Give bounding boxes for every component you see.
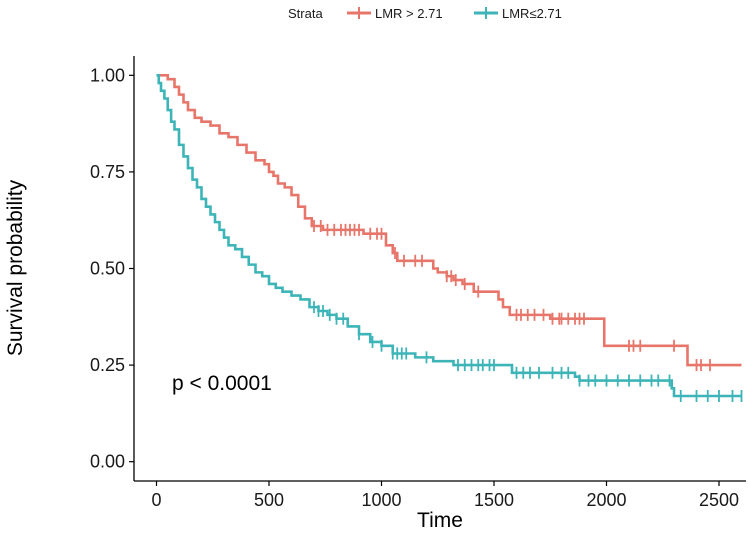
legend-title: Strata: [288, 6, 323, 21]
x-tick-label: 2000: [586, 490, 626, 510]
x-tick-label: 2500: [699, 490, 739, 510]
series-layer: [156, 74, 743, 402]
km-curve-lmr-high: [156, 74, 742, 367]
p-value-annotation: p < 0.0001: [172, 372, 272, 395]
y-tick-label: 0.25: [90, 355, 125, 375]
x-tick-label: 1500: [474, 490, 514, 510]
x-axis-title: Time: [417, 509, 463, 532]
y-ticks: 0.00 0.25 0.50 0.75 1.00: [90, 65, 134, 472]
y-tick-label: 0.50: [90, 259, 125, 279]
x-tick-label: 0: [151, 490, 161, 510]
legend-label-lmr-low: LMR≤2.71: [502, 6, 562, 21]
x-tick-label: 500: [254, 490, 284, 510]
y-axis-title: Survival probability: [4, 179, 27, 356]
y-tick-label: 0.00: [90, 452, 125, 472]
legend-label-lmr-high: LMR > 2.71: [375, 6, 443, 21]
x-ticks: 0 500 1000 1500 2000 2500: [151, 481, 739, 510]
km-curve-lmr-low: [156, 74, 742, 398]
legend: Strata LMR > 2.71 LMR≤2.71: [288, 6, 562, 21]
x-tick-label: 1000: [361, 490, 401, 510]
y-tick-label: 0.75: [90, 162, 125, 182]
y-tick-label: 1.00: [90, 65, 125, 85]
